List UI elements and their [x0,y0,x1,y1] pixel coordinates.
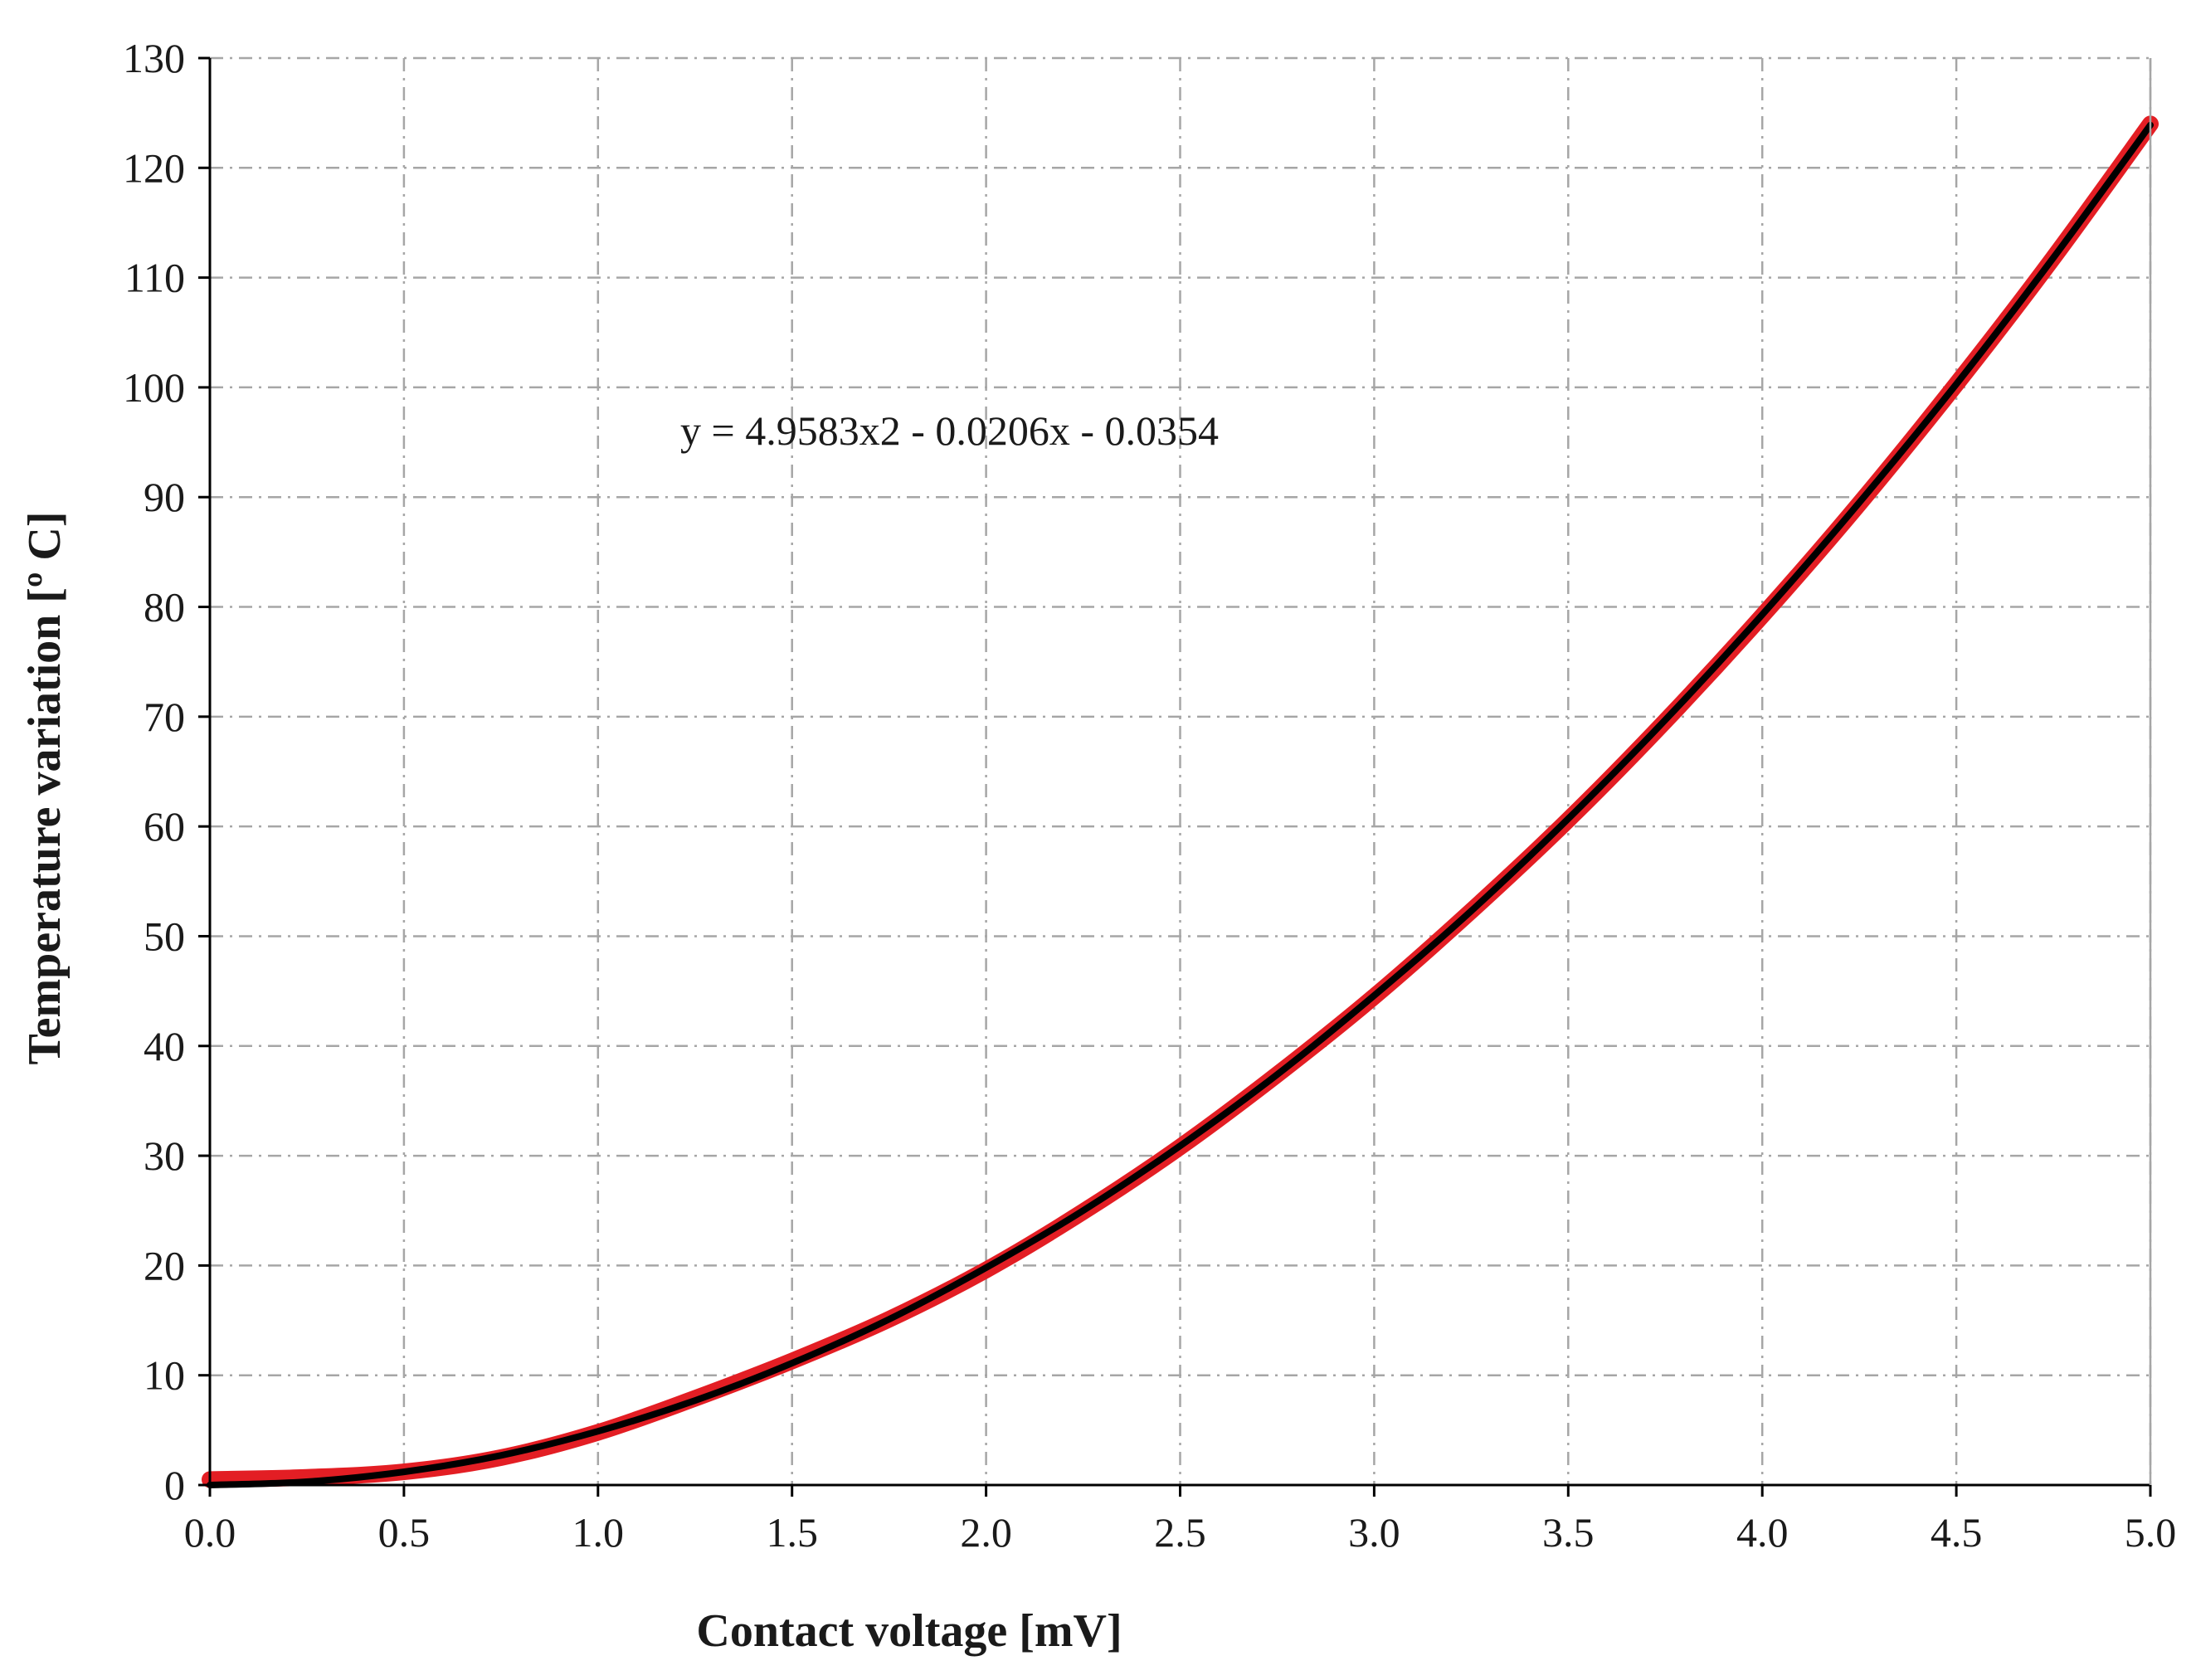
y-tick-label: 120 [123,144,185,191]
y-tick-label: 100 [123,364,185,411]
grid-layer [210,56,2152,1485]
x-tick-label: 4.0 [1736,1509,1789,1556]
y-tick-label: 60 [144,803,185,850]
y-tick-label: 70 [144,694,185,740]
y-tick-label: 50 [144,913,185,959]
labels-layer: 0.0 0.5 1.0 1.5 2.0 2.5 3.0 3.5 4.0 4.5 5.0 0 10 20 30… [123,35,2176,1556]
series-layer [202,115,2159,1488]
y-tick-label: 80 [144,584,185,631]
x-axis-title: Contact voltage [mV] [696,1605,1122,1657]
y-tick-label: 20 [144,1242,185,1288]
x-tick-label: 2.5 [1154,1509,1206,1556]
x-tick-label: 0.5 [378,1509,431,1556]
y-tick-label: 10 [144,1352,185,1399]
axes-layer [198,56,2152,1497]
x-tick-label: 3.5 [1542,1509,1595,1556]
trendline-equation: y = 4.9583x2 - 0.0206x - 0.0354 [680,407,1219,454]
y-tick-label: 90 [144,474,185,520]
y-tick-label: 110 [124,255,185,301]
y-tick-label: 130 [123,35,185,81]
x-tick-label: 1.5 [766,1509,818,1556]
y-axis-title: Temperature variation [º C] [19,511,71,1064]
x-tick-label: 4.5 [1931,1509,1983,1556]
y-tick-label: 30 [144,1132,185,1179]
y-tick-label: 40 [144,1023,185,1069]
x-tick-label: 1.0 [572,1509,625,1556]
x-tick-label: 5.0 [2125,1509,2177,1556]
x-tick-label: 3.0 [1348,1509,1400,1556]
x-tick-label: 0.0 [184,1509,236,1556]
x-tick-label: 2.0 [960,1509,1012,1556]
y-tick-label: 0 [164,1462,185,1508]
